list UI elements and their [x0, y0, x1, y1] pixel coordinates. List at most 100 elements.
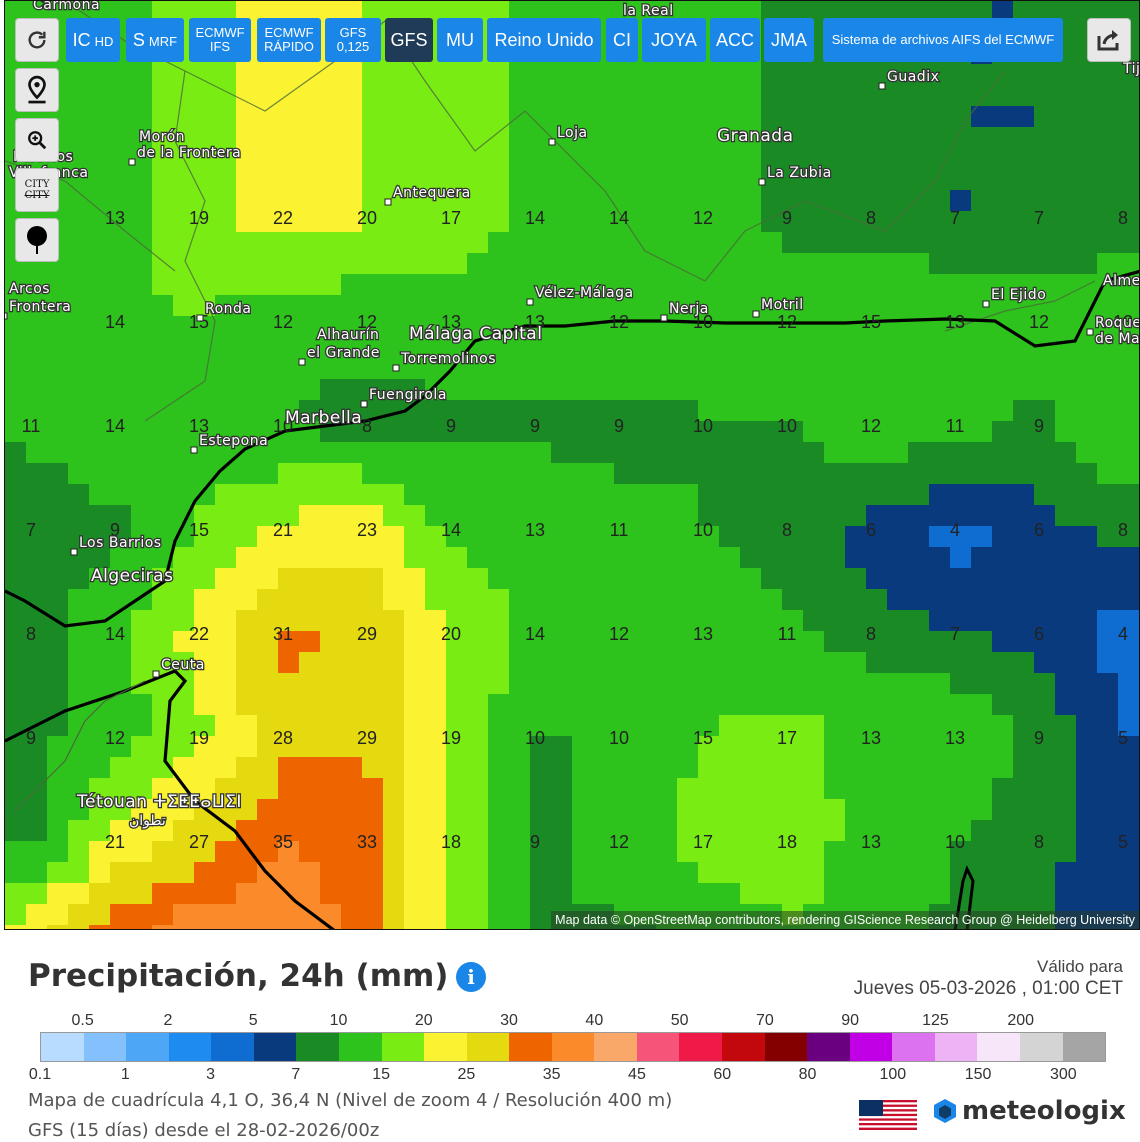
precip-cell	[236, 64, 258, 86]
valid-date: Jueves 05-03-2026 , 01:00 CET	[853, 978, 1123, 999]
precip-cell	[509, 64, 531, 86]
precip-cell	[236, 568, 258, 590]
precip-cell	[488, 64, 510, 86]
model-button[interactable]: MU	[437, 18, 483, 62]
precip-cell	[467, 463, 489, 485]
precip-cell	[152, 64, 174, 86]
precip-cell	[446, 925, 468, 929]
precip-cell	[845, 610, 867, 632]
precip-cell	[488, 715, 510, 737]
model-button[interactable]: GFS 0,125	[325, 18, 381, 62]
zoom-button[interactable]	[15, 118, 59, 162]
model-button[interactable]: Sistema de archivos AIFS del ECMWF	[823, 18, 1063, 62]
precip-cell	[110, 421, 132, 443]
model-button[interactable]: IC HD	[66, 18, 120, 62]
brand-logo[interactable]: meteologix	[932, 1096, 1126, 1126]
precip-cell	[887, 169, 909, 191]
model-button[interactable]: S MRF	[126, 18, 184, 62]
marker-toggle-button[interactable]	[15, 218, 59, 262]
scale-tick-top: 30	[500, 1012, 518, 1029]
precip-cell	[866, 1, 888, 23]
precip-cell	[1118, 379, 1139, 401]
precip-cell	[488, 253, 510, 275]
precip-cell	[5, 652, 27, 674]
precip-cell	[635, 568, 657, 590]
share-button[interactable]	[1087, 18, 1131, 62]
precip-cell	[68, 778, 90, 800]
precip-cell	[1055, 106, 1077, 128]
model-button[interactable]: ACC	[710, 18, 760, 62]
precip-cell	[362, 316, 384, 338]
precip-cell	[614, 694, 636, 716]
precip-cell	[131, 316, 153, 338]
info-icon[interactable]: i	[456, 962, 486, 992]
precip-cell	[614, 841, 636, 863]
precip-cell	[404, 925, 426, 929]
precip-cell	[488, 547, 510, 569]
precip-cell	[131, 400, 153, 422]
model-button[interactable]: ECMWF IFS	[189, 18, 251, 62]
precip-cell	[383, 316, 405, 338]
precip-cell	[425, 358, 447, 380]
scale-tick-top: 50	[670, 1012, 689, 1029]
model-button-sub: MRF	[148, 34, 178, 49]
precip-cell	[1055, 862, 1077, 884]
precip-cell	[1055, 316, 1077, 338]
precip-cell	[320, 799, 342, 821]
precip-cell	[152, 505, 174, 527]
precipitation-map[interactable]: 13 19 22 20 17 14 14 12 9 8 7 7 8 14 15 12 12 13 13 12 10 12 1…	[4, 0, 1140, 930]
refresh-button[interactable]	[15, 18, 59, 62]
model-button[interactable]: JMA	[764, 18, 814, 62]
precip-cell	[677, 757, 699, 779]
precip-value-label: 5	[1118, 728, 1128, 748]
precip-cell	[236, 463, 258, 485]
precip-cell	[698, 694, 720, 716]
model-button-label: IC	[72, 30, 91, 50]
precip-cell	[341, 778, 363, 800]
precip-cell	[971, 589, 993, 611]
precip-cell	[908, 820, 930, 842]
precip-cell	[782, 526, 804, 548]
precip-cell	[992, 505, 1014, 527]
precip-cell	[215, 442, 237, 464]
precip-cell	[719, 694, 741, 716]
model-button[interactable]: JOYA	[642, 18, 706, 62]
precip-cell	[635, 85, 657, 107]
precip-cell	[1118, 757, 1139, 779]
precip-cell	[299, 274, 321, 296]
color-scale	[40, 1032, 1106, 1062]
precip-cell	[152, 337, 174, 359]
precip-cell	[845, 505, 867, 527]
precip-cell	[173, 442, 195, 464]
precip-cell	[131, 799, 153, 821]
city-toggle-button[interactable]: CITY CITY	[15, 168, 59, 212]
precip-cell	[1076, 757, 1098, 779]
precip-cell	[866, 883, 888, 905]
precip-cell	[467, 799, 489, 821]
precip-cell	[971, 1, 993, 23]
model-button[interactable]: CI	[606, 18, 638, 62]
model-button[interactable]: ECMWF RÁPIDO	[257, 18, 321, 62]
precip-cell	[257, 442, 279, 464]
precip-cell	[635, 1, 657, 23]
precip-cell	[446, 652, 468, 674]
precip-cell	[446, 442, 468, 464]
model-button[interactable]: Reino Unido	[487, 18, 601, 62]
precip-cell	[635, 421, 657, 443]
precip-cell	[89, 547, 111, 569]
precip-cell	[866, 652, 888, 674]
precip-cell	[908, 190, 930, 212]
precip-cell	[1118, 316, 1139, 338]
precip-cell	[1118, 778, 1139, 800]
precip-cell	[572, 610, 594, 632]
model-button[interactable]: GFS	[385, 18, 433, 62]
scale-tick-bottom: 100	[879, 1066, 907, 1083]
precip-cell	[572, 568, 594, 590]
precip-cell	[908, 463, 930, 485]
us-flag-icon[interactable]	[859, 1100, 917, 1130]
precip-cell	[908, 694, 930, 716]
location-button[interactable]	[15, 68, 59, 112]
precip-cell	[320, 253, 342, 275]
precip-cell	[1097, 652, 1119, 674]
precip-cell	[194, 85, 216, 107]
